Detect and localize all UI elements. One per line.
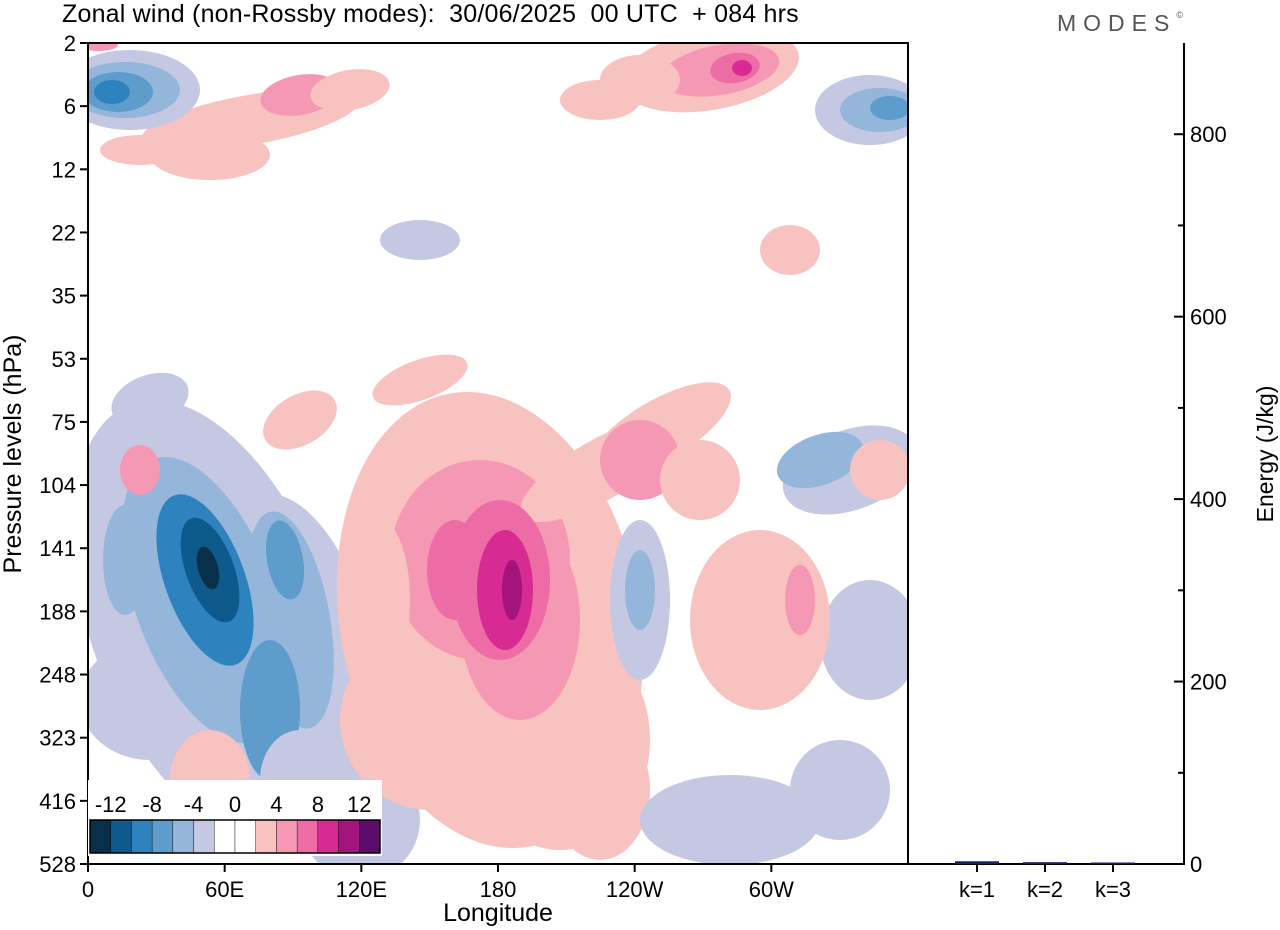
energy-tick-label: 800 [1190, 122, 1227, 147]
y-axis-label: Pressure levels (hPa) [0, 335, 27, 574]
colorbar-label: -12 [95, 792, 127, 817]
x-axis-label: Longitude [443, 899, 553, 927]
energy-tick-label: 400 [1190, 487, 1227, 512]
x-tick-label: 0 [82, 877, 94, 902]
contour-blob [120, 445, 160, 495]
colorbar-swatch [338, 819, 360, 854]
contour-blob [820, 580, 908, 700]
contour-blob [785, 565, 815, 635]
colorbar-swatch [131, 819, 153, 854]
contour-blob [350, 520, 410, 680]
contour-blob [263, 390, 337, 450]
contour-blob [150, 130, 270, 180]
chart-title: Zonal wind (non-Rossby modes): 30/06/202… [62, 0, 799, 28]
y-tick-label: 141 [39, 536, 76, 561]
contour-blob [760, 225, 820, 275]
energy-category-label: k=1 [959, 877, 995, 902]
contour-blob [850, 440, 908, 500]
contour-blob [660, 440, 740, 520]
colorbar-label: 0 [229, 792, 241, 817]
contour-blob [100, 135, 180, 165]
colorbar-swatch [296, 819, 319, 854]
colorbar-frame [89, 819, 381, 854]
energy-bar [1023, 862, 1067, 864]
contour-blob [111, 372, 189, 428]
contour-blob [550, 720, 650, 860]
contour-blob [427, 520, 483, 620]
colorbar-swatch [359, 819, 381, 854]
contour-blob [380, 220, 460, 260]
energy-tick-label: 0 [1190, 852, 1202, 877]
contour-blob [94, 80, 130, 104]
energy-tick-label: 200 [1190, 670, 1227, 695]
colorbar-label: 8 [312, 792, 324, 817]
contour-blob [625, 550, 655, 630]
contour-blob [732, 60, 752, 76]
heatmap-field [88, 43, 908, 864]
colorbar-swatch [172, 819, 194, 854]
contour-blob [502, 560, 522, 620]
colorbar-swatch [151, 819, 174, 854]
x-tick-label: 120E [336, 877, 387, 902]
y-tick-label: 104 [39, 473, 76, 498]
y-tick-label: 248 [39, 663, 76, 688]
colorbar-swatch [317, 819, 339, 854]
brand-logo: MODES© [1057, 10, 1183, 37]
contour-blob [560, 80, 640, 120]
y-tick-label: 188 [39, 599, 76, 624]
colorbar-label: 12 [347, 792, 371, 817]
colorbar-label: 4 [270, 792, 282, 817]
y-tick-label: 323 [39, 726, 76, 751]
energy-bar [955, 861, 999, 864]
energy-bar-chart: 0 200 400 600 800 k=1 k=2 k=3 [955, 122, 1227, 902]
x-tick-label: 120W [606, 877, 664, 902]
energy-category-label: k=2 [1027, 877, 1063, 902]
contour-blob [196, 546, 220, 590]
y-tick-label: 12 [52, 157, 76, 182]
x-tick-label: 180 [480, 877, 517, 902]
y-tick-label: 53 [52, 347, 76, 372]
x-tick-label: 60E [205, 877, 244, 902]
y-tick-label: 6 [64, 94, 76, 119]
brand-name: MODES [1057, 10, 1177, 36]
energy-axis-label: Energy (J/kg) [1252, 386, 1278, 523]
contour-blob [776, 431, 864, 489]
colorbar-swatch [234, 819, 256, 854]
colorbar: -12 -8 -4 0 4 8 12 [88, 780, 382, 856]
y-tick-label: 416 [39, 789, 76, 814]
y-tick-label: 2 [64, 31, 76, 56]
colorbar-swatch [255, 819, 277, 854]
energy-tick-label: 600 [1190, 305, 1227, 330]
contour-blob [103, 505, 147, 615]
contour-blob [790, 740, 890, 840]
brand-mark: © [1176, 10, 1183, 20]
colorbar-label: -8 [142, 792, 162, 817]
contour-blob [372, 354, 468, 406]
energy-bar [1091, 862, 1135, 864]
y-tick-label: 22 [52, 220, 76, 245]
energy-category-label: k=3 [1095, 877, 1131, 902]
colorbar-swatch [193, 819, 215, 854]
contour-blob [265, 520, 305, 600]
colorbar-swatch [276, 819, 298, 854]
colorbar-label: -4 [184, 792, 204, 817]
y-tick-label: 75 [52, 410, 76, 435]
contour-blob [310, 69, 390, 111]
y-tick-label: 528 [39, 852, 76, 877]
colorbar-swatch [89, 819, 111, 854]
y-tick-label: 35 [52, 284, 76, 309]
x-tick-label: 60W [749, 877, 794, 902]
colorbar-swatch [214, 819, 236, 854]
contour-blob [88, 43, 118, 51]
contour-blob [640, 775, 820, 864]
colorbar-swatch [110, 819, 132, 854]
contour-blob [870, 96, 908, 120]
